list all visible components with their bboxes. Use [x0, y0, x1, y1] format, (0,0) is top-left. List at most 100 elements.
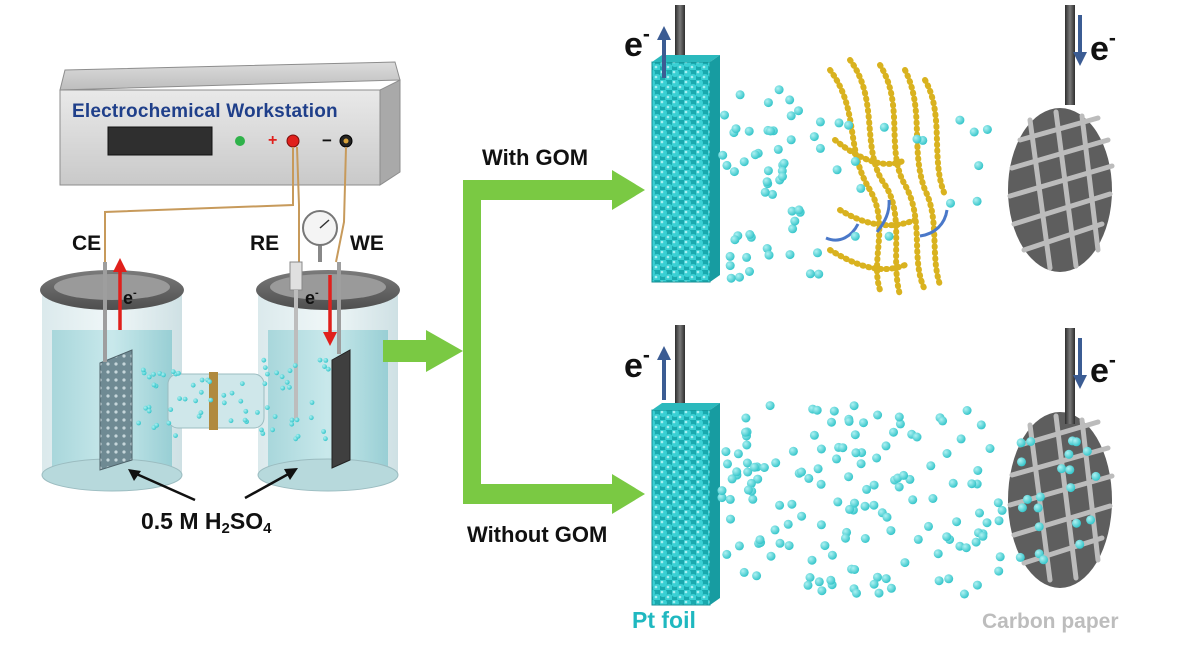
proton-dot — [845, 504, 855, 514]
positive-terminal-label: + — [268, 132, 278, 149]
h-cell-icon — [40, 258, 400, 502]
proton-dot — [292, 363, 298, 368]
proton-dot — [895, 419, 905, 429]
proton-dot — [750, 150, 760, 160]
proton-dot — [900, 558, 910, 568]
proton-dot — [873, 572, 882, 582]
proton-dot — [151, 371, 156, 377]
proton-dot — [933, 549, 943, 559]
proton-dot — [718, 150, 728, 160]
proton-dot — [1091, 471, 1101, 481]
proton-dot — [289, 421, 295, 427]
proton-dot — [946, 198, 955, 208]
proton-dot — [274, 370, 279, 376]
proton-dot — [721, 447, 731, 457]
proton-dot — [860, 534, 870, 543]
proton-dot — [938, 416, 948, 426]
proton-dot — [805, 269, 815, 279]
proton-dot — [997, 505, 1007, 515]
carbon-paper-top-icon — [1007, 5, 1115, 272]
proton-dot — [972, 196, 982, 206]
proton-dot — [1016, 438, 1026, 448]
proton-dot — [741, 427, 750, 437]
proton-dot — [725, 261, 735, 271]
connection-wires — [104, 146, 347, 263]
proton-dot — [1065, 465, 1075, 475]
proton-dot — [287, 368, 293, 374]
proton-dot — [882, 512, 892, 522]
proton-dot — [809, 132, 819, 142]
proton-dot — [783, 519, 793, 529]
proton-dot — [739, 157, 749, 167]
proton-dot — [827, 417, 836, 427]
proton-dot — [889, 427, 898, 437]
pressure-gauge-icon — [302, 210, 338, 262]
proton-dot — [1017, 457, 1026, 467]
proton-dot — [955, 115, 965, 125]
proton-dot — [832, 165, 842, 175]
proton-dot — [742, 458, 752, 468]
electron-label-top-right: e- — [1090, 27, 1116, 68]
carbon-paper-bottom-icon — [1007, 328, 1115, 588]
counter-electrode-label: CE — [72, 232, 102, 255]
proton-dot — [280, 385, 286, 391]
proton-dot — [797, 511, 807, 521]
proton-dot — [826, 575, 836, 585]
proton-dot — [284, 379, 290, 385]
proton-dot — [168, 407, 174, 412]
proton-dot — [948, 478, 958, 488]
proton-dot — [805, 573, 815, 582]
proton-dot — [221, 400, 227, 406]
proton-dot — [944, 574, 954, 584]
proton-dot — [832, 454, 841, 464]
proton-dot — [784, 541, 794, 551]
proton-flow-arrows — [825, 199, 949, 242]
proton-dot — [881, 441, 891, 451]
proton-dot — [894, 482, 904, 492]
proton-dot — [733, 449, 743, 459]
proton-dot — [259, 427, 264, 433]
proton-dot — [816, 444, 826, 454]
proton-dot — [734, 541, 744, 551]
proton-dot — [860, 501, 870, 511]
proton-dot — [730, 235, 740, 245]
pt-foil-top-icon — [651, 5, 720, 283]
proton-dot — [755, 535, 765, 545]
proton-dot — [881, 574, 891, 584]
proton-dot — [170, 369, 176, 375]
proton-dot — [869, 579, 879, 589]
electron-arrow-bottom-right — [1073, 338, 1087, 389]
proton-dot — [1017, 503, 1027, 513]
proton-dot — [971, 537, 981, 547]
proton-dot — [851, 448, 861, 458]
proton-dot — [229, 390, 235, 396]
proton-dot — [753, 474, 763, 484]
electron-arrow-top-left — [657, 26, 671, 78]
proton-dot — [850, 231, 860, 241]
pt-foil-label: Pt foil — [632, 607, 696, 633]
proton-dot — [976, 420, 986, 430]
proton-dot — [272, 414, 278, 419]
proton-dot — [814, 269, 824, 279]
proton-dot — [264, 405, 270, 410]
proton-dot — [884, 231, 894, 241]
proton-dot — [140, 367, 146, 373]
proton-dot — [852, 588, 861, 598]
proton-dot — [1086, 515, 1096, 525]
proton-dot — [817, 586, 827, 596]
proton-dot — [913, 534, 923, 544]
reference-electrode-label: RE — [250, 232, 280, 255]
proton-dot — [725, 494, 735, 504]
proton-dot — [207, 379, 213, 385]
proton-dot — [850, 430, 860, 440]
proton-dot — [743, 467, 753, 477]
proton-dot — [717, 486, 727, 496]
proton-dot — [962, 406, 972, 415]
proton-dot — [1075, 539, 1085, 549]
proton-dot — [912, 432, 922, 442]
proton-dot — [850, 156, 860, 166]
positive-terminal-icon — [286, 134, 300, 148]
proton-dot — [816, 520, 826, 530]
proton-dot — [1039, 555, 1049, 565]
graphene-oxide-membrane-icon — [827, 57, 948, 298]
